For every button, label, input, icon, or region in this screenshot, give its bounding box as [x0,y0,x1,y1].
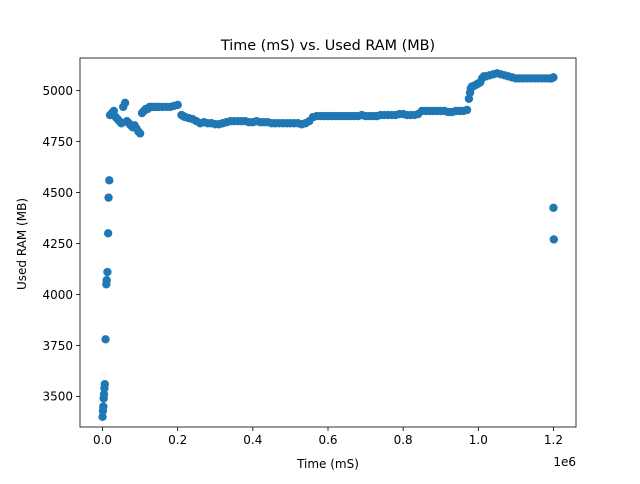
y-tick-label: 4750 [42,135,73,149]
x-tick-label: 0.2 [168,433,187,447]
x-tick-label: 0.4 [243,433,262,447]
data-point [105,176,114,185]
data-point [102,276,111,285]
x-tick-label: 1.0 [469,433,488,447]
data-point [98,412,107,422]
x-axis-offset-text: 1e6 [553,455,576,469]
data-points [98,69,559,422]
data-point [549,203,558,213]
data-point [99,390,109,399]
data-point [100,379,110,389]
y-tick-label: 3500 [42,390,73,404]
x-tick-label: 0.8 [394,433,413,447]
data-point [173,100,182,110]
data-point [462,105,472,115]
axes-frame [79,57,577,428]
data-point [104,193,113,202]
data-point [135,129,145,138]
y-axis-ticks: 3500 3750 4000 4250 4500 4750 5000 [42,84,80,404]
data-point [103,267,112,277]
x-tick-label: 0.0 [93,433,112,447]
data-point [99,402,108,411]
y-tick-label: 4250 [42,237,73,251]
y-axis-label: Used RAM (MB) [15,198,29,290]
y-tick-label: 4000 [42,288,73,302]
data-point [549,235,559,244]
chart-title: Time (mS) vs. Used RAM (MB) [220,38,435,54]
data-point [101,335,110,344]
y-tick-label: 4500 [42,186,73,200]
x-axis-label: Time (mS) [296,457,359,471]
data-point [120,98,130,108]
y-tick-label: 5000 [42,84,73,98]
y-tick-label: 3750 [42,339,73,353]
x-tick-label: 1.2 [544,433,563,447]
data-point [103,229,113,238]
x-tick-label: 0.6 [318,433,337,447]
data-point [549,73,558,82]
x-axis-ticks: 0.0 0.2 0.4 0.6 0.8 1.0 1.2 [93,427,563,447]
